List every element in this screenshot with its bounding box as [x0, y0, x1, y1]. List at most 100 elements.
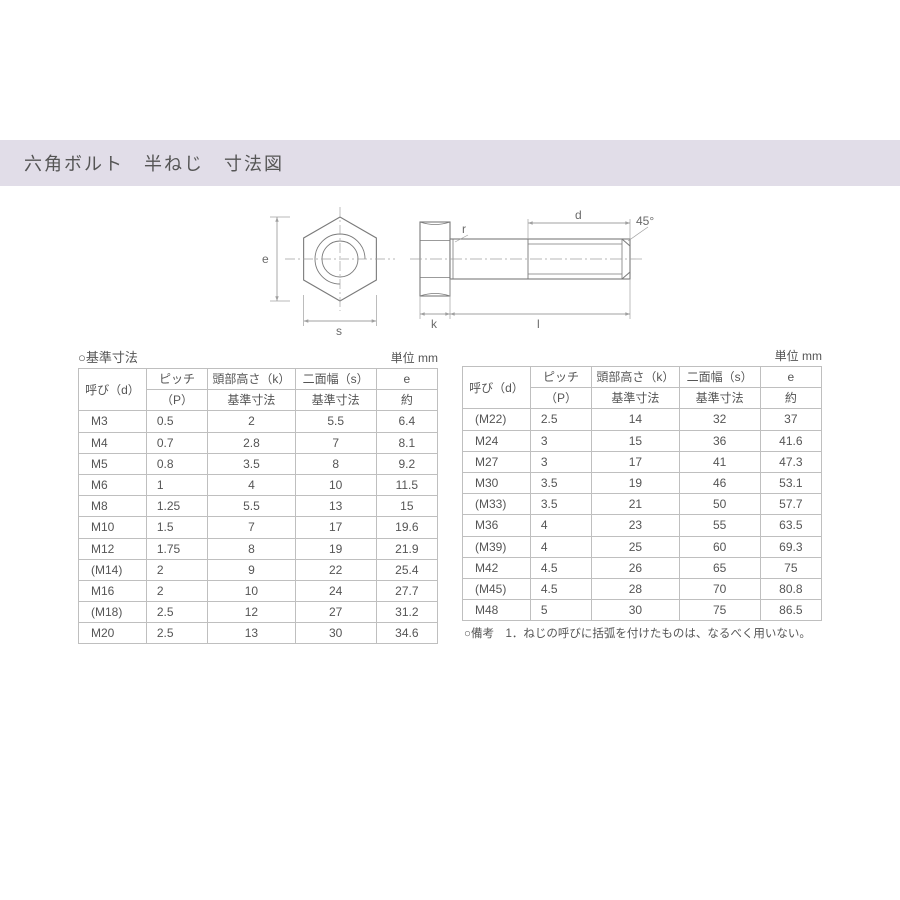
- table-row: M6141011.5: [79, 474, 438, 495]
- th-e-sub: 約: [376, 390, 437, 411]
- table-cell: M36: [463, 515, 531, 536]
- th-e-top: e: [760, 367, 821, 388]
- table-cell: 5.5: [208, 496, 296, 517]
- table-cell: 7: [295, 432, 376, 453]
- table-cell: 21: [592, 494, 680, 515]
- spec-table-right-block: 単位 mm 呼び（d） ピッチ 頭部高さ（k） 二面幅（s） e （P） 基準寸…: [462, 347, 822, 644]
- table-cell: 2.5: [146, 602, 207, 623]
- table-row: M121.7581921.9: [79, 538, 438, 559]
- table-cell: 4: [530, 515, 591, 536]
- table-cell: (M39): [463, 536, 531, 557]
- table-cell: 2: [208, 411, 296, 432]
- table-cell: M8: [79, 496, 147, 517]
- table-cell: 11.5: [376, 474, 437, 495]
- table-cell: 5: [530, 600, 591, 621]
- table-row: M101.571719.6: [79, 517, 438, 538]
- table-cell: 1.25: [146, 496, 207, 517]
- table-cell: M24: [463, 430, 531, 451]
- svg-text:45°: 45°: [636, 214, 654, 228]
- table-cell: 28: [592, 578, 680, 599]
- table-cell: M48: [463, 600, 531, 621]
- table-row: (M18)2.5122731.2: [79, 602, 438, 623]
- table-cell: 2: [146, 559, 207, 580]
- table-row: M50.83.589.2: [79, 453, 438, 474]
- table-cell: M30: [463, 472, 531, 493]
- table-cell: 4: [208, 474, 296, 495]
- table-cell: M16: [79, 580, 147, 601]
- th-p-sub: （P）: [530, 388, 591, 409]
- table-cell: 21.9: [376, 538, 437, 559]
- table-cell: M6: [79, 474, 147, 495]
- table-left-label: ○基準寸法: [78, 347, 138, 366]
- table-row: M202.5133034.6: [79, 623, 438, 644]
- table-cell: 10: [295, 474, 376, 495]
- th-d: 呼び（d）: [79, 369, 147, 411]
- table-cell: 25: [592, 536, 680, 557]
- table-cell: 75: [679, 600, 760, 621]
- table-cell: 13: [208, 623, 296, 644]
- spec-table-right: 呼び（d） ピッチ 頭部高さ（k） 二面幅（s） e （P） 基準寸法 基準寸法…: [462, 366, 822, 621]
- table-cell: 86.5: [760, 600, 821, 621]
- table-cell: 4.5: [530, 557, 591, 578]
- table-cell: 8.1: [376, 432, 437, 453]
- table-row: (M45)4.5287080.8: [463, 578, 822, 599]
- table-cell: 15: [592, 430, 680, 451]
- table-cell: 7: [208, 517, 296, 538]
- table-cell: 17: [295, 517, 376, 538]
- table-cell: 19: [592, 472, 680, 493]
- table-cell: 0.5: [146, 411, 207, 432]
- table-left-unit: 単位 mm: [391, 349, 438, 366]
- table-cell: 1.75: [146, 538, 207, 559]
- table-cell: 31.2: [376, 602, 437, 623]
- svg-text:e: e: [262, 252, 269, 266]
- table-cell: 6.4: [376, 411, 437, 432]
- table-cell: 23: [592, 515, 680, 536]
- table-row: M364235563.5: [463, 515, 822, 536]
- table-cell: 8: [295, 453, 376, 474]
- table-cell: 4.5: [530, 578, 591, 599]
- th-k-sub: 基準寸法: [208, 390, 296, 411]
- spec-table-left: 呼び（d） ピッチ 頭部高さ（k） 二面幅（s） e （P） 基準寸法 基準寸法…: [78, 368, 438, 644]
- table-row: M30.525.56.4: [79, 411, 438, 432]
- table-row: M485307586.5: [463, 600, 822, 621]
- table-row: (M39)4256069.3: [463, 536, 822, 557]
- table-cell: 37: [760, 409, 821, 430]
- th-k-top: 頭部高さ（k）: [208, 369, 296, 390]
- bolt-diagram-svg: esrd45°kl: [215, 204, 685, 339]
- table-cell: 36: [679, 430, 760, 451]
- table-cell: 3.5: [208, 453, 296, 474]
- table-cell: 70: [679, 578, 760, 599]
- table-cell: M27: [463, 451, 531, 472]
- th-e-top: e: [376, 369, 437, 390]
- table-row: M162102427.7: [79, 580, 438, 601]
- table-cell: 14: [592, 409, 680, 430]
- table-cell: 27: [295, 602, 376, 623]
- table-cell: 8: [208, 538, 296, 559]
- table-cell: 46: [679, 472, 760, 493]
- table-cell: 19.6: [376, 517, 437, 538]
- table-cell: 9.2: [376, 453, 437, 474]
- svg-text:d: d: [575, 208, 582, 222]
- table-row: M81.255.51315: [79, 496, 438, 517]
- table-cell: 15: [376, 496, 437, 517]
- table-cell: 13: [295, 496, 376, 517]
- th-s-sub: 基準寸法: [295, 390, 376, 411]
- svg-text:s: s: [336, 324, 342, 338]
- table-cell: (M22): [463, 409, 531, 430]
- table-cell: 60: [679, 536, 760, 557]
- table-cell: 22: [295, 559, 376, 580]
- page-title: 六角ボルト 半ねじ 寸法図: [24, 154, 284, 174]
- table-cell: M20: [79, 623, 147, 644]
- table-cell: 27.7: [376, 580, 437, 601]
- th-k-top: 頭部高さ（k）: [592, 367, 680, 388]
- table-cell: M4: [79, 432, 147, 453]
- table-cell: 55: [679, 515, 760, 536]
- table-cell: 4: [530, 536, 591, 557]
- th-p-sub: （P）: [146, 390, 207, 411]
- table-cell: 12: [208, 602, 296, 623]
- th-e-sub: 約: [760, 388, 821, 409]
- th-d: 呼び（d）: [463, 367, 531, 409]
- table-cell: 65: [679, 557, 760, 578]
- table-row: (M33)3.5215057.7: [463, 494, 822, 515]
- table-cell: 2.5: [530, 409, 591, 430]
